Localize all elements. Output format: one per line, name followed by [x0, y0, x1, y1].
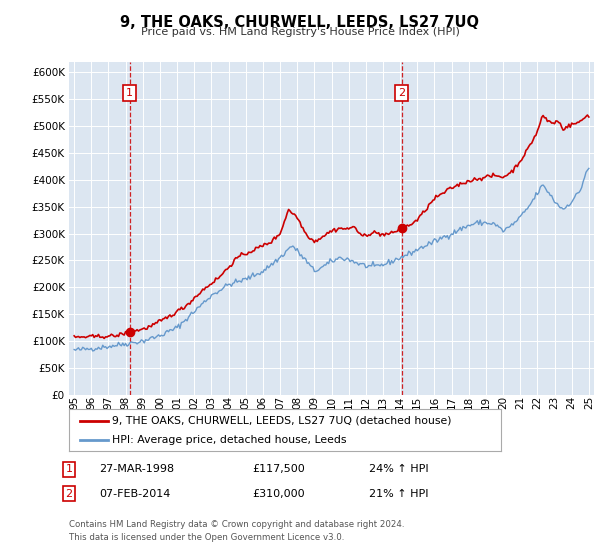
Text: £310,000: £310,000 — [252, 489, 305, 499]
Text: This data is licensed under the Open Government Licence v3.0.: This data is licensed under the Open Gov… — [69, 533, 344, 542]
Text: 2: 2 — [398, 88, 405, 98]
Text: 1: 1 — [126, 88, 133, 98]
Text: 2: 2 — [65, 489, 73, 499]
Text: 07-FEB-2014: 07-FEB-2014 — [99, 489, 170, 499]
Text: 21% ↑ HPI: 21% ↑ HPI — [369, 489, 428, 499]
Text: £117,500: £117,500 — [252, 464, 305, 474]
Text: 27-MAR-1998: 27-MAR-1998 — [99, 464, 174, 474]
Text: 9, THE OAKS, CHURWELL, LEEDS, LS27 7UQ (detached house): 9, THE OAKS, CHURWELL, LEEDS, LS27 7UQ (… — [112, 416, 452, 426]
Text: 1: 1 — [65, 464, 73, 474]
Text: 24% ↑ HPI: 24% ↑ HPI — [369, 464, 428, 474]
Text: 9, THE OAKS, CHURWELL, LEEDS, LS27 7UQ: 9, THE OAKS, CHURWELL, LEEDS, LS27 7UQ — [121, 15, 479, 30]
Text: HPI: Average price, detached house, Leeds: HPI: Average price, detached house, Leed… — [112, 435, 347, 445]
Text: Price paid vs. HM Land Registry's House Price Index (HPI): Price paid vs. HM Land Registry's House … — [140, 27, 460, 37]
Text: Contains HM Land Registry data © Crown copyright and database right 2024.: Contains HM Land Registry data © Crown c… — [69, 520, 404, 529]
